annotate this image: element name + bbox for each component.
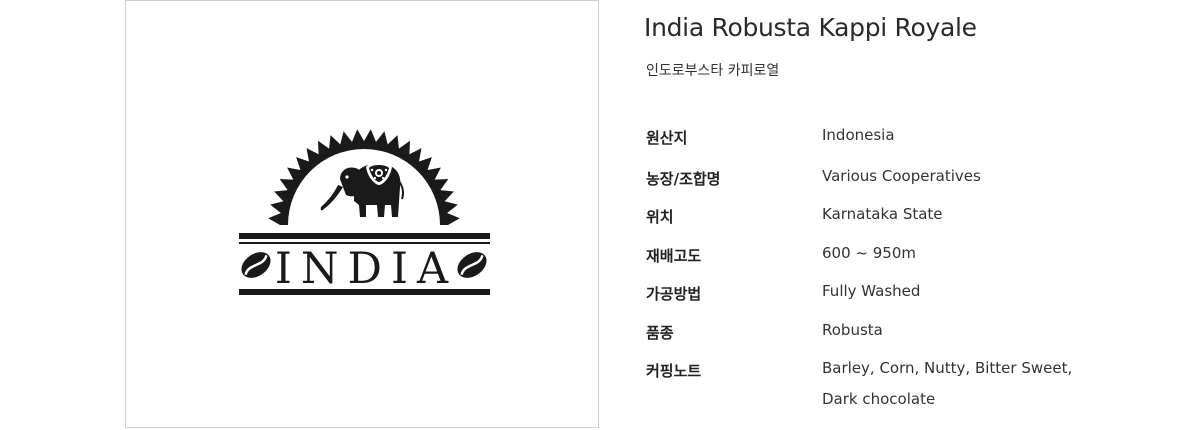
logo-word: INDIA: [275, 244, 457, 294]
spec-value: Robusta: [822, 321, 883, 339]
logo-top-thin-band: [239, 242, 490, 244]
product-subtitle: 인도로부스타 카피로열: [646, 63, 780, 79]
elephant-blanket: [366, 162, 392, 185]
coffee-bean-icon: [241, 252, 271, 278]
logo-top-band: [239, 233, 490, 239]
product-title: India Robusta Kappi Royale: [644, 13, 977, 42]
logo-bottom-band: [239, 289, 490, 295]
spec-label: 커핑노트: [646, 362, 702, 380]
spec-value: Karnataka State: [822, 205, 943, 223]
spec-label: 위치: [646, 208, 674, 226]
product-image: INDIA: [125, 0, 599, 428]
coffee-bean-icon: [457, 252, 487, 278]
spec-label: 품종: [646, 324, 674, 342]
spec-label: 가공방법: [646, 285, 702, 303]
spec-value: 600 ~ 950m: [822, 244, 916, 262]
spec-value: Various Cooperatives: [822, 167, 981, 185]
spec-value: Fully Washed: [822, 282, 921, 300]
spec-label: 재배고도: [646, 247, 702, 265]
spec-value: Indonesia: [822, 126, 895, 144]
india-logo: INDIA: [239, 129, 490, 295]
spec-label: 농장/조합명: [646, 170, 721, 188]
spec-value: Barley, Corn, Nutty, Bitter Sweet, Dark …: [822, 359, 1073, 408]
elephant-icon: [320, 163, 404, 217]
spec-label: 원산지: [646, 129, 688, 147]
